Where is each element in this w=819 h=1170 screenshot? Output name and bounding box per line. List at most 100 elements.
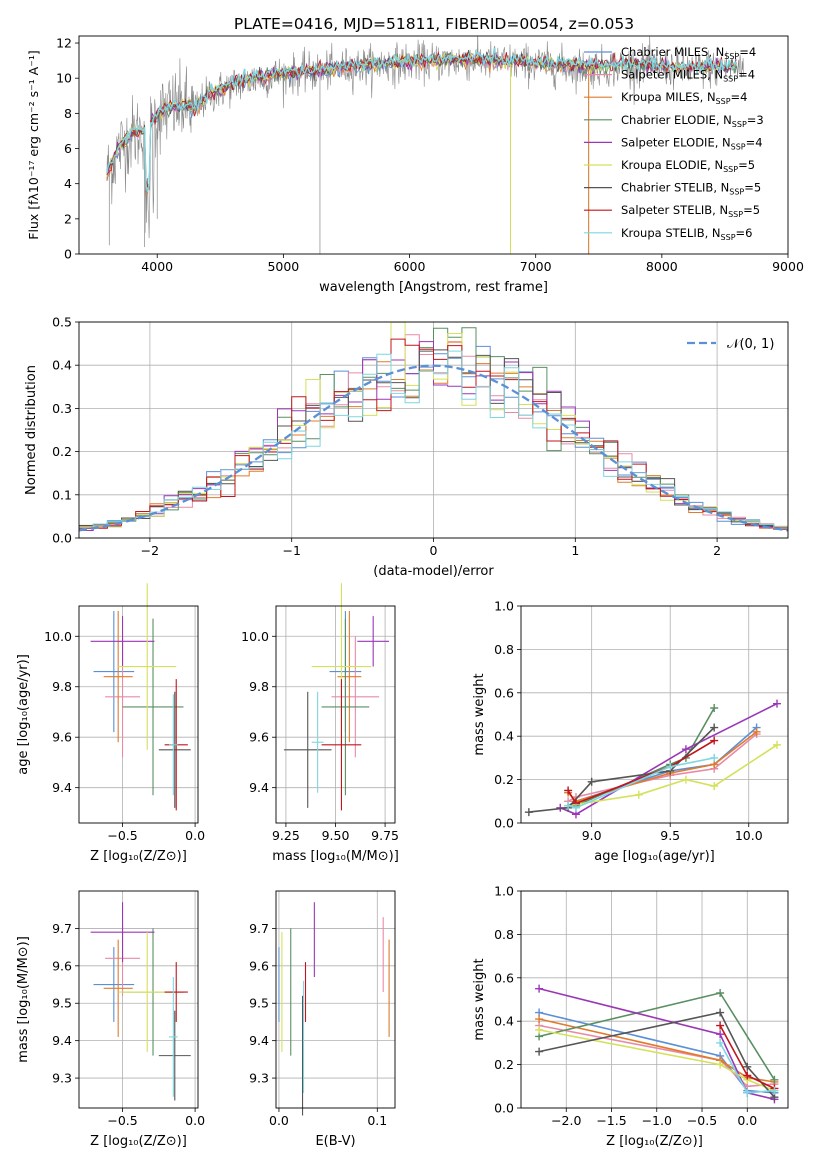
spectrum-xtick-label: 8000 (646, 259, 678, 274)
mass_weight_vs_age-marker-salpeter_stelib (710, 736, 719, 745)
spectrum-ytick-label: 8 (64, 106, 72, 121)
age_vs_Z-frame (78, 605, 199, 824)
normal-pdf-line (78, 364, 789, 532)
mass_weight_vs_Z-marker-kroupa_stelib (743, 1088, 752, 1097)
age_vs_mass-xtick-label: 9.75 (371, 828, 399, 843)
residuals-xtick-label: 1 (571, 543, 579, 558)
mass_weight_vs_age-ytick-label: 1.0 (494, 599, 514, 614)
legend-label-sub: SSP (731, 142, 746, 151)
legend-label-sub: SSP (723, 165, 738, 174)
residuals-xtick-label: −1 (282, 543, 300, 558)
mass_weight_vs_age-ytick-label: 0.6 (494, 685, 514, 700)
spectrum-ytick-label: 10 (56, 71, 72, 86)
residuals-xtick-label: 0 (430, 543, 438, 558)
age_vs_mass-xlabel: mass [log₁₀(M/M⊙)] (272, 849, 399, 864)
residuals-ytick-label: 0.1 (52, 487, 72, 502)
mass_weight_vs_Z-marker-salpeter_stelib (716, 1021, 725, 1030)
legend-label-tail: =3 (747, 113, 764, 127)
mass_weight_vs_Z-ytick-label: 0.8 (494, 927, 514, 942)
legend-label-kroupa_stelib: Kroupa STELIB, NSSP=6 (621, 226, 752, 242)
residual-hist-salpeter_stelib (79, 338, 788, 531)
spectrum-xtick-label: 6000 (394, 259, 426, 274)
mass_vs_ebv-xlabel: E(B-V) (315, 1134, 355, 1149)
residuals-ylabel: Normed distribution (24, 365, 39, 495)
mass_weight_vs_age-line-salpeter_stelib (567, 739, 715, 805)
spectrum-xtick-label: 7000 (520, 259, 552, 274)
legend-label-tail: =5 (743, 203, 760, 217)
spectrum-xtick-label: 9000 (772, 259, 804, 274)
spectrum-model-line-salpeter_stelib (106, 51, 737, 189)
mass_vs_Z-ytick-label: 9.6 (52, 958, 72, 973)
mass_weight_vs_age-marker-kroupa_stelib (571, 803, 580, 812)
spectrum-axes: 4000 5000 6000 7000 8000 9000 0 2 4 6 8 10 12 (56, 36, 804, 274)
legend-label-salpeter_stelib: Salpeter STELIB, NSSP=5 (621, 203, 760, 219)
age_vs_mass-ytick-label: 9.4 (249, 780, 269, 795)
mass_weight_vs_age-marker-chabrier_elodie (710, 703, 719, 712)
legend-label-chabrier_elodie: Chabrier ELODIE, NSSP=3 (621, 113, 764, 129)
age_vs_Z-xtick-label: −0.5 (107, 828, 137, 843)
mass_weight_vs_age-marker-kroupa_miles (752, 727, 761, 736)
legend-label-kroupa_elodie: Kroupa ELODIE, NSSP=5 (621, 158, 755, 174)
age_vs_Z-ytick-label: 10.0 (44, 629, 72, 644)
mass_weight_vs_age-marker-kroupa_stelib (564, 801, 573, 810)
mass_weight_vs_Z-marker-kroupa_stelib (770, 1086, 779, 1095)
spectrum-model-line-kroupa_stelib (106, 47, 738, 193)
residuals-ytick-label: 0.2 (52, 444, 72, 459)
age_vs_Z-xlabel: Z [log₁₀(Z/Z⊙)] (90, 849, 187, 864)
mass_vs_Z-ytick-label: 9.4 (52, 1033, 72, 1048)
age_vs_mass-ytick-label: 10.0 (241, 629, 269, 644)
mass_vs_ebv-xtick-label: 0.1 (367, 1113, 387, 1128)
residual-hist-kroupa_stelib (79, 350, 788, 533)
mass_weight_vs_Z-ytick-label: 1.0 (494, 884, 514, 899)
mass_weight_vs_age-ytick-label: 0.8 (494, 642, 514, 657)
spectrum-ytick-label: 0 (64, 247, 72, 262)
spectrum-ytick-label: 4 (64, 176, 72, 191)
mass_weight_vs_Z-marker-kroupa_elodie (716, 1060, 725, 1069)
mass_weight_vs_age-marker-kroupa_elodie (773, 740, 782, 749)
legend-label-sub: SSP (716, 97, 731, 106)
spectrum-ytick-label: 6 (64, 141, 72, 156)
mass_weight_vs_Z-marker-chabrier_elodie (770, 1075, 779, 1084)
mass_vs_ebv-axes: 0.0 0.1 9.3 9.4 9.5 9.6 9.7 (249, 891, 395, 1128)
age_vs_Z-ytick-label: 9.6 (52, 730, 72, 745)
mass_vs_Z-ytick-label: 9.3 (52, 1071, 72, 1086)
legend-label-salpeter_elodie: Salpeter ELODIE, NSSP=4 (621, 135, 763, 151)
legend-label-normal: 𝒩(0, 1) (727, 337, 774, 352)
residuals-xlabel: (data-model)/error (373, 564, 494, 579)
mass_weight_vs_age-marker-chabrier_stelib (587, 777, 596, 786)
mass_weight_vs_Z-ytick-label: 0.0 (494, 1101, 514, 1116)
legend-label-sub: SSP (724, 52, 739, 61)
mass_weight_vs_age-marker-salpeter_stelib (564, 786, 573, 795)
mass_vs_ebv-frame (275, 890, 396, 1109)
mass_vs_ebv-ytick-label: 9.7 (249, 921, 269, 936)
legend-label-chabrier_stelib: Chabrier STELIB, NSSP=5 (621, 181, 761, 197)
mass_vs_Z-ylabel: mass [log₁₀(M/M⊙)] (16, 936, 31, 1063)
age_vs_mass-xtick-label: 9.25 (272, 828, 300, 843)
legend-label-tail: =5 (738, 158, 755, 172)
mass_weight_vs_Z-line-salpeter_elodie (538, 987, 775, 1101)
mass_weight_vs_age-marker-kroupa_stelib (710, 753, 719, 762)
mass_weight_vs_Z-xtick-label: 0.0 (737, 1113, 757, 1128)
mass_weight_vs_Z-marker-salpeter_elodie (535, 984, 544, 993)
mass_weight_vs_age-ytick-label: 0.0 (494, 816, 514, 831)
residuals-ytick-label: 0.3 (52, 401, 72, 416)
age_vs_mass-ytick-label: 9.8 (249, 679, 269, 694)
legend-label-tail: =4 (738, 68, 755, 82)
mass_weight_vs_Z-marker-chabrier_stelib (535, 1047, 544, 1056)
residuals-ytick-label: 0.4 (52, 358, 72, 373)
age_vs_mass-xtick-label: 9.50 (322, 828, 350, 843)
legend-label-salpeter_miles: Salpeter MILES, NSSP=4 (621, 68, 755, 84)
legend-label-tail: =6 (736, 226, 753, 240)
mass_weight_vs_age-xtick-label: 9.5 (660, 828, 680, 843)
mass_weight_vs_Z-marker-chabrier_stelib (716, 1008, 725, 1017)
mass_weight_vs_age-ytick-label: 0.4 (494, 729, 514, 744)
legend-label-tail: =4 (731, 90, 748, 104)
mass_vs_ebv-ytick-label: 9.6 (249, 958, 269, 973)
spectrum-xtick-label: 4000 (141, 259, 173, 274)
age_vs_Z-ytick-label: 9.8 (52, 679, 72, 694)
mass_weight_vs_Z-marker-kroupa_stelib (716, 1038, 725, 1047)
residuals-ytick-label: 0.5 (52, 315, 72, 330)
mass_vs_Z-xlabel: Z [log₁₀(Z/Z⊙)] (90, 1134, 187, 1149)
